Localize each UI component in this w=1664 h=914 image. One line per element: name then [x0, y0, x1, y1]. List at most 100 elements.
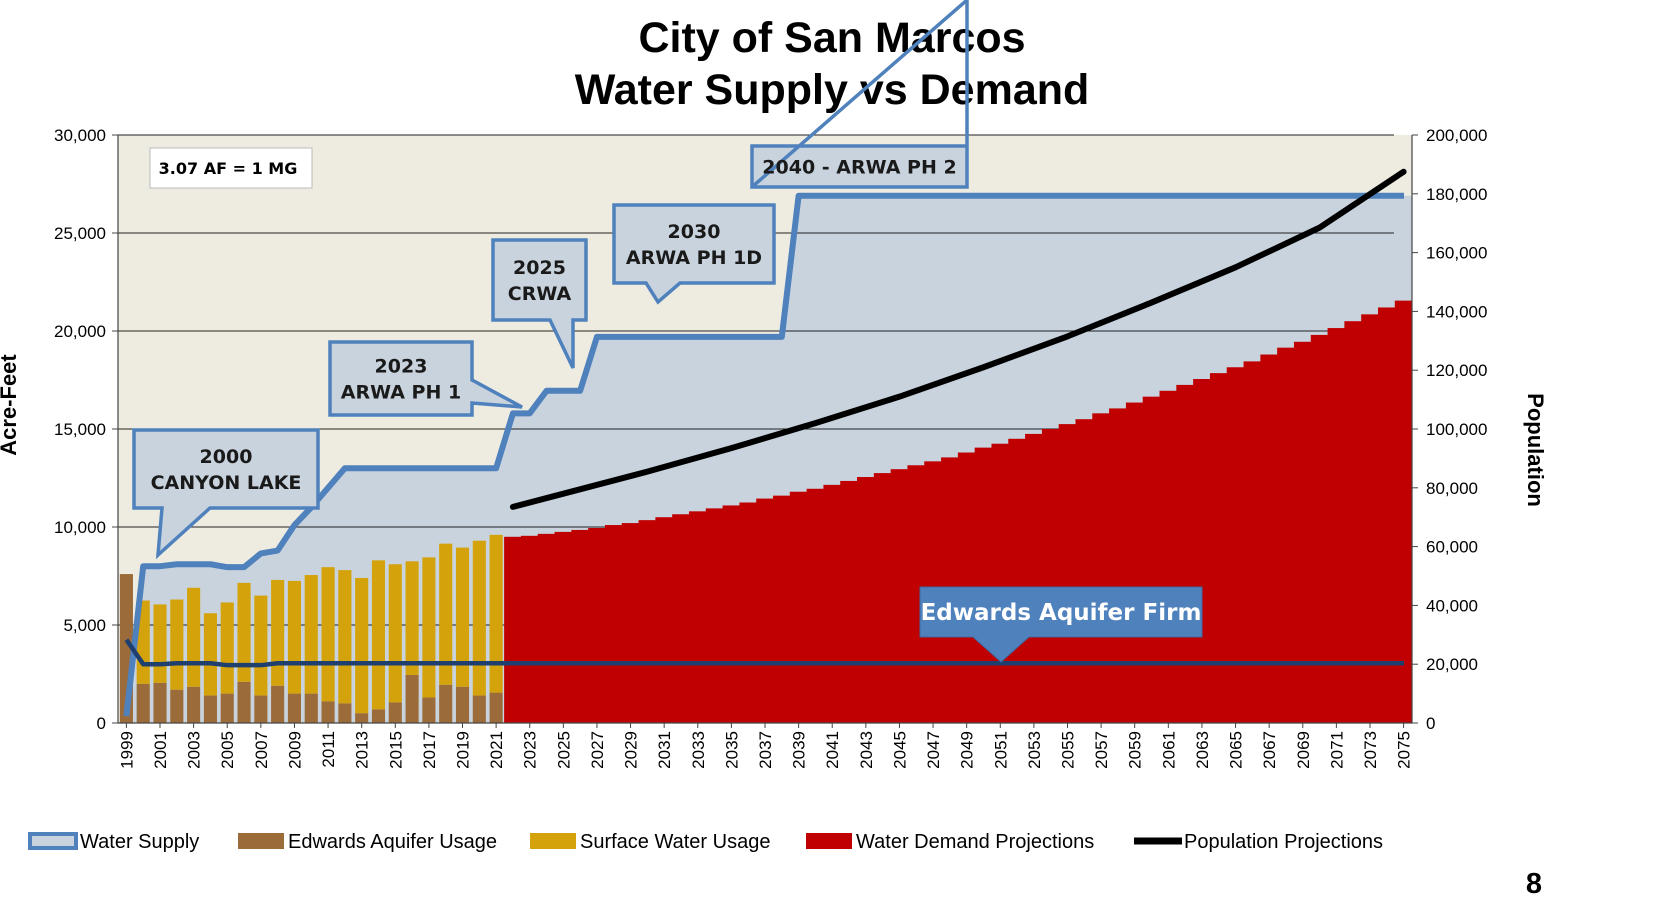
- y2-tick-label: 160,000: [1426, 244, 1487, 263]
- surface-usage-bar: [355, 577, 369, 714]
- surface-usage-bar: [371, 560, 386, 710]
- y-tick-label: 30,000: [54, 126, 106, 145]
- demand-bar: [537, 533, 556, 723]
- demand-bar: [789, 491, 808, 723]
- demand-bar: [1092, 413, 1110, 723]
- x-tick-label: 2059: [1126, 731, 1145, 769]
- conversion-note-box: [149, 147, 313, 189]
- y2-tick-label: 20,000: [1426, 655, 1478, 674]
- edwards-firm-line: [124, 638, 1404, 668]
- y2-tick-label: 80,000: [1426, 479, 1478, 498]
- edwards-usage-bar: [422, 697, 436, 723]
- y-tick-label: 15,000: [54, 420, 106, 439]
- x-tick-label: 2065: [1227, 731, 1246, 769]
- x-tick-label: 2017: [420, 731, 439, 769]
- callout-label: 2023: [375, 356, 428, 378]
- demand-bar: [1226, 367, 1245, 723]
- demand-bar: [1125, 402, 1144, 723]
- surface-usage-bar: [271, 579, 285, 686]
- edwards-usage-bar: [355, 713, 369, 723]
- demand-bar: [621, 523, 640, 723]
- y-tick-label: 10,000: [54, 518, 106, 537]
- demand-bar: [638, 520, 657, 723]
- demand-bar: [806, 488, 825, 723]
- demand-bar: [604, 525, 623, 723]
- x-tick-label: 2051: [991, 731, 1010, 769]
- y-tick-label: 5,000: [63, 616, 106, 635]
- edwards-usage-bar: [388, 702, 402, 723]
- y2-tick-label: 40,000: [1426, 596, 1478, 615]
- x-tick-label: 2019: [454, 731, 473, 769]
- y2-tick-label: 140,000: [1426, 302, 1487, 321]
- demand-bar: [1344, 321, 1362, 723]
- callout-label: CANYON LAKE: [151, 472, 302, 494]
- edwards-firm-label: Edwards Aquifer Firm: [921, 600, 1202, 626]
- x-tick-label: 2005: [218, 731, 237, 769]
- surface-usage-bar: [237, 582, 251, 682]
- demand-bar: [873, 473, 892, 723]
- demand-bar: [655, 517, 673, 723]
- demand-bar: [1327, 328, 1346, 723]
- surface-usage-bar: [439, 543, 453, 685]
- callout-label: 2040 - ARWA PH 2: [762, 157, 956, 179]
- x-tick-label: 2015: [386, 731, 405, 769]
- demand-bar: [520, 535, 539, 723]
- population-line: [509, 168, 1407, 510]
- x-tick-label: 2009: [285, 731, 304, 769]
- surface-usage-bar: [489, 534, 503, 693]
- demand-bar: [756, 498, 774, 723]
- chart-title-line2: Water Supply vs Demand: [574, 66, 1090, 114]
- x-tick-label: 2025: [554, 731, 573, 769]
- x-tick-label: 2047: [924, 731, 943, 769]
- surface-usage-bar: [388, 564, 402, 703]
- demand-bar: [991, 443, 1010, 723]
- x-tick-label: 2035: [722, 731, 741, 769]
- x-tick-label: 2043: [857, 731, 876, 769]
- x-tick-label: 2073: [1361, 731, 1380, 769]
- y2-axis-title: Population: [1523, 393, 1548, 507]
- demand-bar: [1394, 300, 1413, 723]
- x-tick-label: 2023: [521, 731, 540, 769]
- y-axis-title: Acre-Feet: [0, 354, 21, 456]
- edwards-usage-bar: [439, 684, 453, 723]
- demand-bar: [1377, 307, 1396, 723]
- x-tick-label: 2061: [1159, 731, 1178, 769]
- edwards-usage-bar: [304, 693, 318, 723]
- demand-bar: [588, 527, 606, 723]
- edwards-usage-bar: [338, 703, 352, 723]
- legend-swatch-edwards-usage: [238, 833, 284, 849]
- x-tick-label: 2057: [1092, 731, 1111, 769]
- legend-swatch-water-supply: [28, 832, 78, 850]
- x-tick-label: 2003: [185, 731, 204, 769]
- x-tick-label: 2031: [655, 731, 674, 769]
- y2-tick-label: 120,000: [1426, 361, 1487, 380]
- legend-label: Edwards Aquifer Usage: [288, 831, 497, 853]
- surface-usage-bar: [187, 587, 201, 687]
- surface-usage-bar: [254, 595, 268, 696]
- demand-bar: [1075, 419, 1094, 723]
- edwards-usage-bar: [371, 709, 386, 723]
- edwards-usage-bar: [203, 695, 217, 723]
- callout-label: 2025: [513, 257, 566, 279]
- demand-bar: [1277, 347, 1295, 723]
- demand-bar: [1008, 438, 1026, 723]
- edwards-firm-label-box: [919, 586, 1203, 663]
- callout-box: [132, 428, 320, 560]
- demand-bar: [907, 465, 926, 723]
- edwards-usage-bar: [254, 695, 268, 723]
- legend-label: Population Projections: [1184, 831, 1383, 853]
- y2-tick-label: 100,000: [1426, 420, 1487, 439]
- callout-box: [612, 203, 776, 305]
- y-tick-label: 20,000: [54, 322, 106, 341]
- demand-bar: [688, 511, 707, 723]
- demand-bar: [840, 480, 858, 723]
- x-tick-label: 2055: [1058, 731, 1077, 769]
- page-number: 8: [1525, 868, 1542, 900]
- surface-usage-bar: [220, 602, 234, 694]
- edwards-usage-bar: [170, 689, 184, 723]
- edwards-usage-bar: [405, 674, 419, 723]
- x-tick-label: 2069: [1294, 731, 1313, 769]
- edwards-usage-bar: [472, 695, 486, 723]
- x-tick-label: 2039: [790, 731, 809, 769]
